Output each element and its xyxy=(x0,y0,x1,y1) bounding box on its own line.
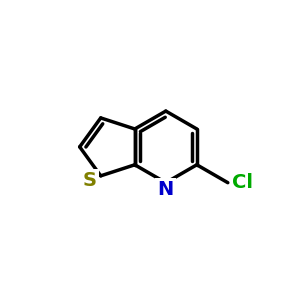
Text: S: S xyxy=(82,171,96,190)
Text: Cl: Cl xyxy=(232,173,254,192)
Text: N: N xyxy=(158,180,174,199)
